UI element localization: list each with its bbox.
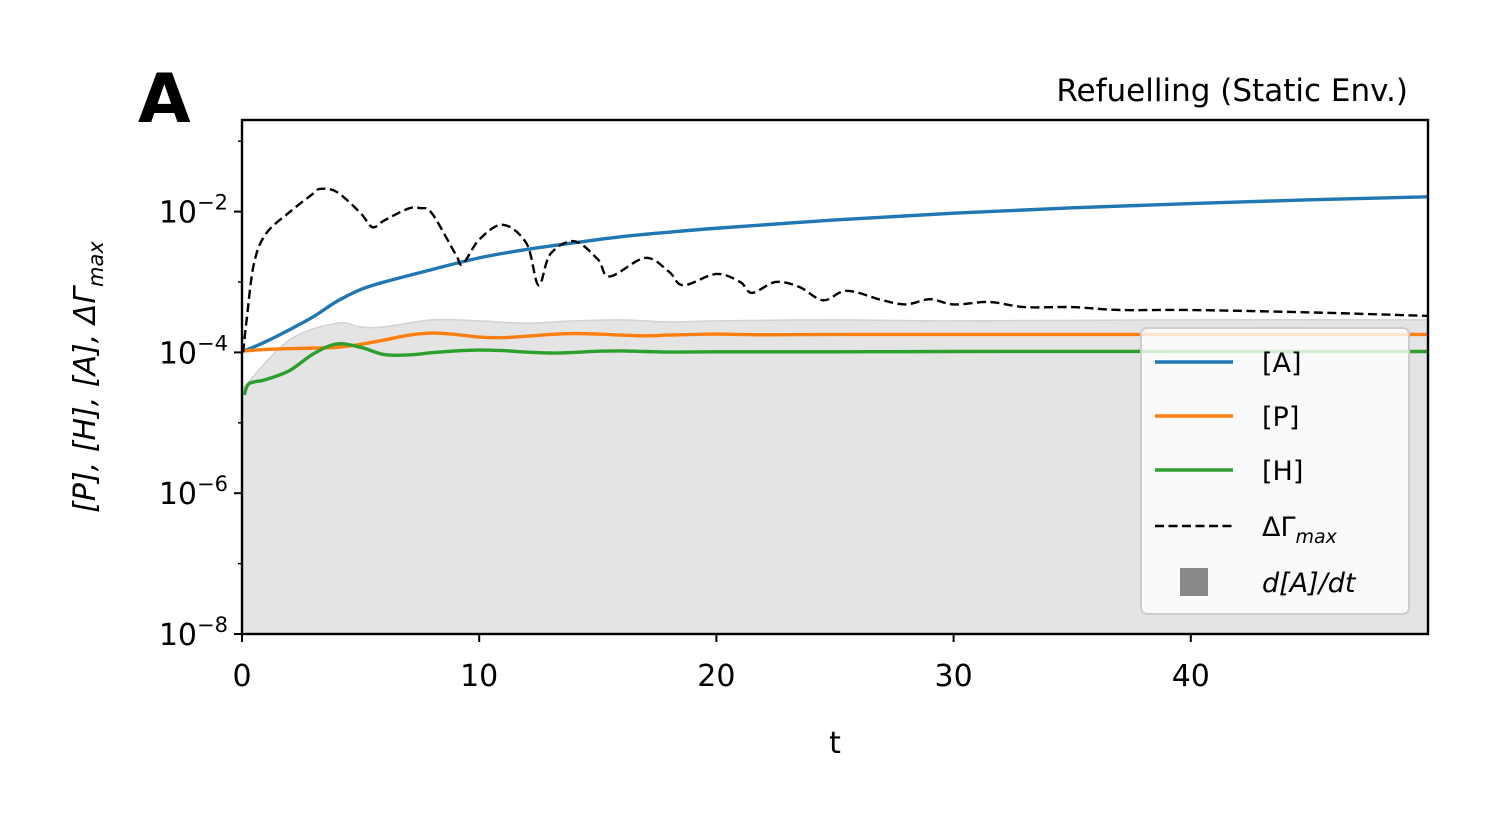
y-axis-label: [P], [H], [A], ΔΓmax [68, 241, 108, 513]
legend-label-0: [A] [1262, 348, 1302, 379]
x-tick-label: 40 [1172, 659, 1210, 694]
y-tick-label: 10−4 [159, 331, 228, 371]
series-line-0 [243, 195, 1428, 353]
legend-swatch-area [1180, 568, 1208, 596]
y-tick-label: 10−8 [159, 613, 228, 653]
x-tick-label: 20 [697, 659, 735, 694]
chart-title: Refuelling (Static Env.) [1056, 73, 1408, 109]
y-tick-label: 10−2 [159, 191, 228, 231]
area-dA-dt [242, 318, 1428, 634]
x-tick-label: 0 [232, 659, 251, 694]
x-tick-label: 30 [935, 659, 973, 694]
legend: [A] [P] [H] ΔΓmax d[A]/dt [1140, 327, 1410, 615]
plot-content [242, 187, 1428, 634]
plot-area [242, 187, 1428, 634]
legend-label-3: ΔΓmax [1262, 512, 1338, 548]
axis-ticks: 0 10 20 30 40 10−8 10−6 10−4 10−2 [159, 140, 1210, 694]
x-tick-label: 10 [460, 659, 498, 694]
series-line-1 [244, 331, 1428, 353]
legend-label-2: [H] [1262, 456, 1303, 487]
y-tick-label: 10−6 [159, 472, 228, 512]
x-axis-label: t [829, 726, 841, 761]
axes-frame [240, 118, 1430, 636]
legend-box [1140, 327, 1410, 615]
series-line-3 [242, 187, 1428, 353]
panel-label: A [138, 60, 191, 139]
legend-label-area: d[A]/dt [1262, 568, 1357, 599]
series-line-2 [242, 341, 1428, 396]
legend-label-1: [P] [1262, 402, 1299, 433]
